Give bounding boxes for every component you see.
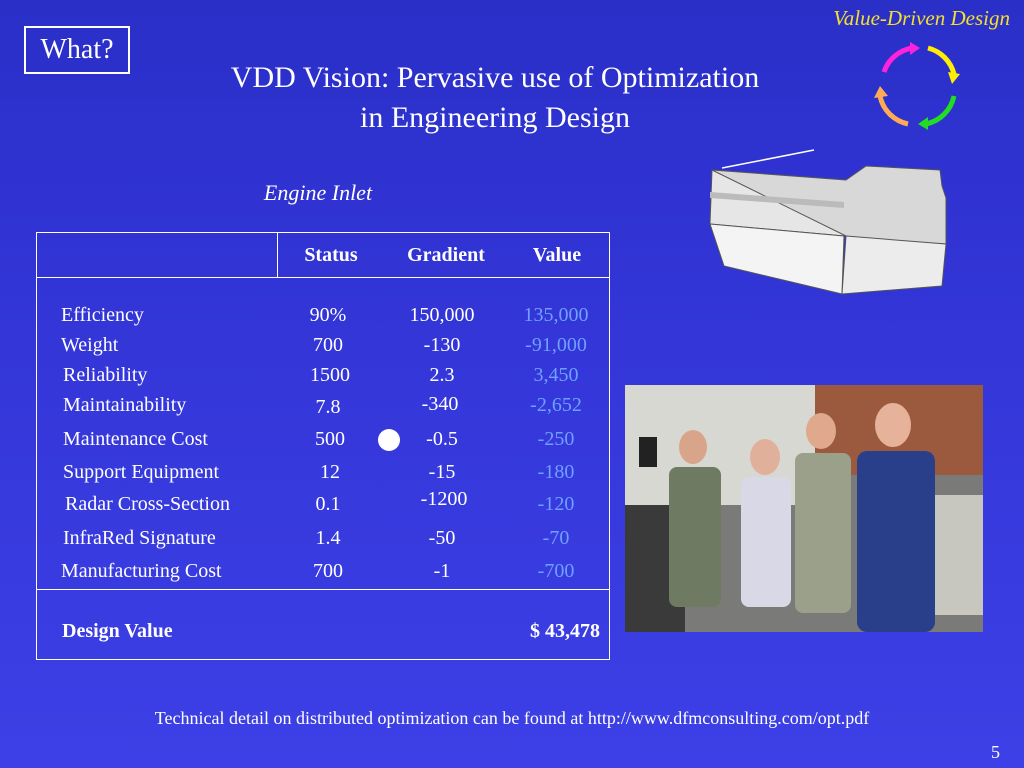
circle-marker-icon (378, 429, 400, 451)
row-status: 12 (320, 461, 340, 483)
engine-inlet-diagram (709, 149, 947, 295)
title-line-2: in Engineering Design (360, 101, 630, 134)
row-attribute-weight: Weight (61, 334, 119, 356)
row-attribute-reliability: Reliability (63, 364, 148, 386)
row-gradient: -1 (433, 560, 451, 582)
row-status: 0.1 (315, 493, 341, 515)
design-value-total: $ 43,478 (530, 620, 600, 642)
slide-title: VDD Vision: Pervasive use of Optimizatio… (170, 58, 820, 138)
row-attribute-maintainability: Maintainability (63, 394, 187, 416)
row-gradient: -0.5 (426, 428, 458, 450)
what-label-box: What? (24, 26, 130, 74)
row-value: -700 (537, 560, 575, 582)
row-value: -91,000 (525, 334, 587, 356)
header-divider (277, 233, 278, 277)
total-rule (37, 589, 609, 590)
row-gradient: -130 (423, 334, 461, 356)
header-rule (37, 277, 609, 278)
row-gradient: -15 (428, 461, 456, 483)
row-value: -120 (537, 493, 575, 515)
team-photo (625, 385, 983, 632)
row-value: -180 (537, 461, 575, 483)
row-value: 3,450 (533, 364, 579, 386)
row-gradient: -340 (421, 393, 459, 415)
row-status: 1.4 (315, 527, 341, 549)
footnote-link-text: Technical detail on distributed optimiza… (154, 708, 870, 728)
row-status: 700 (313, 334, 343, 356)
design-value-label: Design Value (62, 620, 173, 642)
value-cycle-arrows-icon (874, 42, 960, 130)
page-number: 5 (991, 742, 1000, 762)
title-line-1: VDD Vision: Pervasive use of Optimizatio… (230, 61, 760, 94)
column-header-gradient: Gradient (407, 244, 485, 266)
value-table (36, 232, 610, 660)
row-attribute-support-equipment: Support Equipment (63, 461, 220, 483)
row-gradient: -1200 (420, 488, 468, 510)
row-value: -250 (537, 428, 575, 450)
column-header-status: Status (304, 244, 358, 266)
row-gradient: 2.3 (429, 364, 455, 386)
row-status: 700 (313, 560, 343, 582)
row-status: 500 (315, 428, 345, 450)
row-gradient: -50 (428, 527, 456, 549)
row-attribute-radar-cross-section: Radar Cross-Section (65, 493, 230, 515)
row-value: -2,652 (530, 394, 582, 416)
row-value: 135,000 (523, 304, 589, 326)
row-status: 7.8 (315, 396, 341, 418)
row-attribute-manufacturing-cost: Manufacturing Cost (61, 560, 222, 582)
row-attribute-infrared-signature: InfraRed Signature (63, 527, 216, 549)
row-attribute-maintenance-cost: Maintenance Cost (63, 428, 208, 450)
row-status: 1500 (310, 364, 350, 386)
row-value: -70 (542, 527, 570, 549)
row-status: 90% (309, 304, 347, 326)
column-header-value: Value (532, 244, 582, 266)
row-attribute-efficiency: Efficiency (61, 304, 144, 326)
corner-title: Value-Driven Design (833, 6, 1010, 30)
row-gradient: 150,000 (409, 304, 475, 326)
engine-inlet-caption: Engine Inlet (263, 180, 373, 205)
